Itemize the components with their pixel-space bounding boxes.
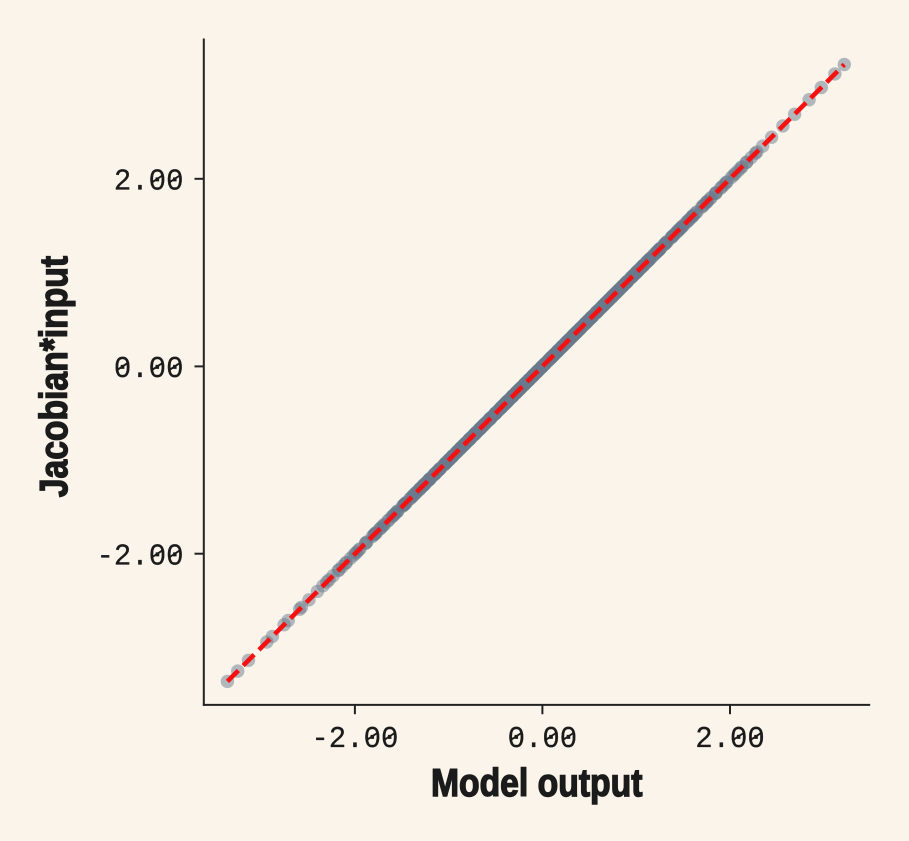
svg-text:2.00: 2.00: [114, 165, 184, 200]
svg-text:0.00: 0.00: [508, 722, 578, 757]
svg-text:2.00: 2.00: [695, 722, 765, 757]
svg-text:Model output: Model output: [431, 762, 643, 805]
svg-text:0.00: 0.00: [114, 352, 184, 387]
svg-text:-2.00: -2.00: [97, 539, 184, 574]
svg-text:Jacobian*input: Jacobian*input: [33, 256, 76, 497]
